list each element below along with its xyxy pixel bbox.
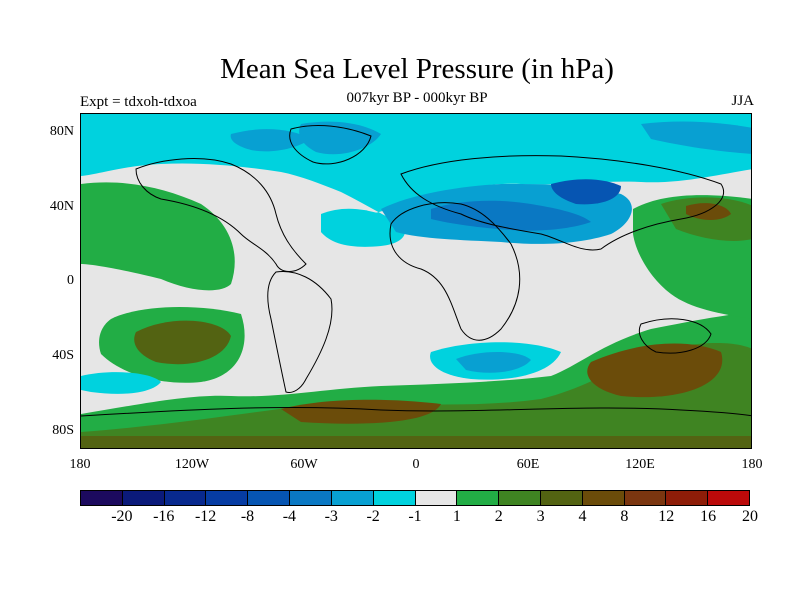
colorbar-swatch: [582, 491, 625, 505]
season-label: JJA: [731, 93, 754, 109]
lon-label-180e: 180: [741, 457, 763, 472]
colorbar-label: -3: [324, 508, 338, 525]
lon-label-180w: 180: [69, 457, 91, 472]
colorbar-swatch: [248, 491, 291, 505]
colorbar-label: 4: [578, 508, 587, 525]
contour-positive-8-indian: [587, 343, 723, 398]
colorbar-swatch: [331, 491, 374, 505]
colorbar-swatch: [708, 491, 749, 505]
colorbar-swatch: [624, 491, 667, 505]
coast-north-america: [135, 158, 307, 272]
coast-antarctica: [81, 407, 751, 417]
colorbar: [80, 490, 750, 506]
contour-negative-2-arctic: [230, 129, 311, 152]
coastlines: [81, 125, 751, 417]
colorbar-swatch: [81, 491, 123, 505]
lat-label-0: 0: [67, 273, 74, 288]
contour-negative-3-eurasia: [431, 200, 591, 231]
experiment-label: Expt = tdxoh-tdxoa: [80, 94, 197, 110]
coast-greenland: [289, 125, 372, 165]
pressure-map: [80, 113, 752, 449]
colorbar-label: -4: [282, 508, 297, 525]
colorbar-label: -20: [111, 508, 133, 525]
contour-positive-8-atlantic: [281, 399, 441, 424]
lat-label-40n: 40N: [49, 199, 74, 214]
lon-label-120e: 120E: [625, 457, 655, 472]
colorbar-label: 8: [620, 508, 629, 525]
lat-label-80s: 80S: [52, 423, 74, 438]
lon-label-60e: 60E: [516, 457, 540, 472]
contour-positive-4-south: [81, 436, 751, 448]
colorbar-label: -2: [366, 508, 380, 525]
map-subtitle: 007kyr BP - 000kyr BP: [346, 90, 488, 106]
lat-label-40s: 40S: [52, 348, 74, 363]
colorbar-label: 12: [658, 508, 675, 525]
colorbar-swatch: [164, 491, 207, 505]
colorbar-label: -16: [153, 508, 175, 525]
colorbar-label: 3: [536, 508, 545, 525]
colorbar-label: -1: [408, 508, 422, 525]
colorbar-swatch: [122, 491, 165, 505]
contour-positive-4-pacific: [134, 320, 231, 365]
lat-label-80n: 80N: [49, 124, 74, 139]
colorbar-swatch: [373, 491, 416, 505]
colorbar-label: -12: [194, 508, 217, 525]
colorbar-label: 20: [742, 508, 758, 525]
colorbar-label: -8: [240, 508, 255, 525]
contour-negative-4-central-asia: [551, 179, 621, 205]
colorbar-swatch: [206, 491, 249, 505]
colorbar-label: 16: [700, 508, 717, 525]
colorbar-swatch: [540, 491, 583, 505]
contour-positive-8-west-pacific: [686, 203, 731, 220]
colorbar-swatch: [666, 491, 709, 505]
map-title: Mean Sea Level Pressure (in hPa): [220, 53, 614, 85]
coast-africa: [389, 202, 521, 341]
coast-south-america: [267, 270, 333, 393]
coast-eurasia: [400, 155, 724, 251]
colorbar-label: 2: [494, 508, 503, 525]
colorbar-swatch: [457, 491, 500, 505]
lon-label-0: 0: [412, 457, 420, 472]
map-canvas: [81, 114, 751, 448]
lon-label-120w: 120W: [174, 457, 210, 472]
contour-positive-2-tropical-pacific: [81, 182, 235, 291]
contour-negative-2-greenland: [299, 121, 381, 155]
coast-australia: [638, 318, 712, 354]
lon-label-60w: 60W: [290, 457, 318, 472]
colorbar-swatch: [290, 491, 332, 505]
contour-negative-1-atlantic: [321, 208, 398, 246]
contour-negative-1-south-pacific: [81, 372, 161, 394]
colorbar-swatch: [415, 491, 458, 505]
contour-negative-2-siberia: [641, 121, 751, 154]
colorbar-swatch: [499, 491, 541, 505]
colorbar-label: 1: [452, 508, 461, 525]
contour-positive-3: [81, 343, 751, 448]
contour-negative-2-south-atlantic: [456, 351, 531, 373]
